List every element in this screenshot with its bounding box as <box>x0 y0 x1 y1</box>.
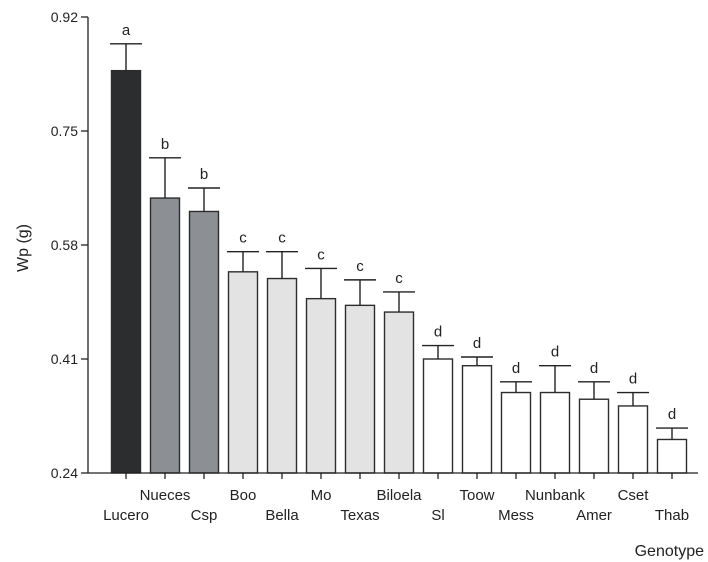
x-tick-label-thab: Thab <box>655 507 689 524</box>
x-tick-label-lucero: Lucero <box>103 507 149 524</box>
bar-csp <box>188 210 220 474</box>
bar-sl <box>422 358 454 474</box>
bar-nueces <box>149 197 181 474</box>
x-tick-label-amer: Amer <box>576 507 612 524</box>
x-tick-label-biloela: Biloela <box>376 487 422 504</box>
x-tick-label-csp: Csp <box>191 507 218 524</box>
y-axis-title: Wp (g) <box>15 224 32 272</box>
bar-bella <box>266 277 298 474</box>
significance-label: d <box>629 371 637 388</box>
y-tick-label: 0.24 <box>51 465 78 481</box>
significance-label: c <box>356 258 364 275</box>
bar-mo <box>305 297 337 474</box>
bar-texas <box>344 304 376 474</box>
significance-label: c <box>317 246 325 263</box>
bar-cset <box>617 405 649 474</box>
significance-label: d <box>512 360 520 377</box>
x-tick-label-nunbank: Nunbank <box>525 487 586 504</box>
x-tick-label-texas: Texas <box>340 507 379 524</box>
bar-biloela <box>383 311 415 474</box>
significance-label: a <box>122 22 131 39</box>
bar-thab <box>656 438 688 474</box>
y-tick-label: 0.75 <box>51 123 78 139</box>
y-tick-label: 0.58 <box>51 237 78 253</box>
x-tick-label-mess: Mess <box>498 507 534 524</box>
bar-nunbank <box>539 391 571 474</box>
significance-label: b <box>200 166 208 183</box>
significance-label: d <box>668 406 676 423</box>
x-axis-title: Genotype <box>635 543 704 560</box>
bar-boo <box>227 271 259 474</box>
significance-label: c <box>395 270 403 287</box>
significance-labels-group: a b b c c c c c d d d d d d d <box>122 22 676 423</box>
error-bars-group <box>110 43 688 440</box>
significance-label: c <box>278 230 286 247</box>
x-tick-label-mo: Mo <box>311 487 332 504</box>
significance-label: d <box>434 324 442 341</box>
x-tick-label-sl: Sl <box>431 507 444 524</box>
bar-mess <box>500 391 532 474</box>
significance-label: b <box>161 136 169 153</box>
x-tick-label-cset: Cset <box>618 487 650 504</box>
y-tick-label: 0.41 <box>51 351 78 367</box>
significance-label: d <box>473 335 481 352</box>
y-tick-label: 0.92 <box>51 9 78 25</box>
bar-lucero <box>110 69 142 474</box>
bar-toow <box>461 365 493 474</box>
x-tick-label-bella: Bella <box>265 507 299 524</box>
significance-label: d <box>590 360 598 377</box>
y-axis: 0.24 0.41 0.58 0.75 0.92 <box>51 9 89 481</box>
x-tick-label-toow: Toow <box>459 487 494 504</box>
bar-amer <box>578 398 610 474</box>
significance-label: d <box>551 344 559 361</box>
x-tick-label-boo: Boo <box>230 487 257 504</box>
x-tick-label-nueces: Nueces <box>140 487 191 504</box>
significance-label: c <box>239 230 247 247</box>
